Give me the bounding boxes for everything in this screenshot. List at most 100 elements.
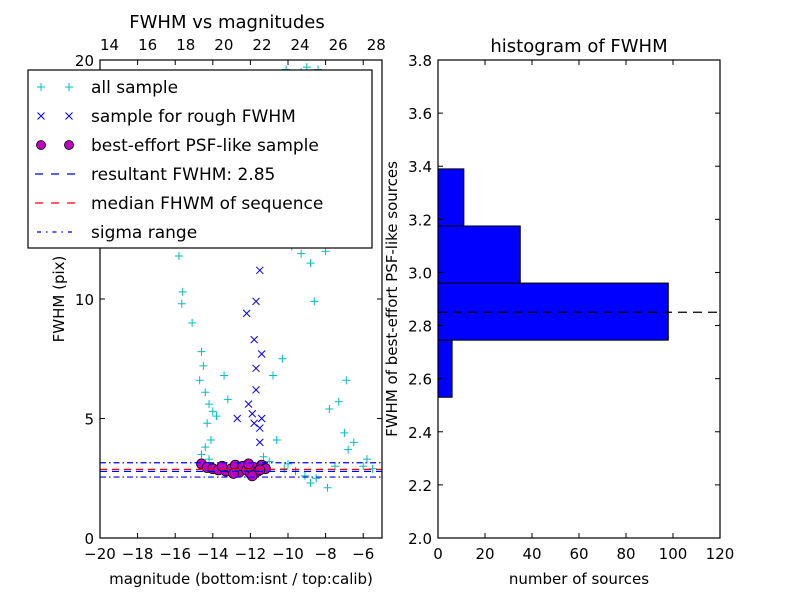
y-tick-label: 3.6 [408,105,432,123]
x-tick-label: −12 [235,545,267,563]
rough-sample-point [248,409,257,418]
rough-sample-point [250,335,259,344]
legend-box [27,69,373,249]
y-tick-label: 0 [84,530,94,548]
all-sample-point [174,251,183,260]
x-tick-label: 60 [569,545,588,563]
rough-sample-point [255,424,264,432]
legend: all sample sample for rough FWHM best-effo… [27,69,373,249]
x-tick-label: −8 [315,545,337,563]
y-tick-label: 10 [75,291,94,309]
all-sample-point [220,371,229,380]
all-sample-point [297,249,306,258]
all-sample-point [306,259,315,268]
psf-sample-point [246,470,258,482]
top-x-tick-label: 16 [138,36,157,54]
top-x-tick-label: 18 [176,36,195,54]
x-tick-label: 100 [659,545,688,563]
all-sample-point [212,412,221,421]
legend-item: resultant FWHM: 2.85 [35,165,275,185]
scatter-x-ticks: −20 −18 −16 −14 −12 −10 −8 −6 [84,60,374,563]
scatter-title: FWHM vs magnitudes [129,12,324,33]
y-tick-label: 2.8 [408,318,432,336]
y-tick-label: 2.2 [408,477,432,495]
legend-item: sample for rough FWHM [37,107,296,127]
legend-label: best-effort PSF-like sample [91,136,319,156]
rough-sample-point [257,350,266,358]
histogram-x-ticks: 0 20 40 60 80 100 120 [433,60,734,563]
legend-label: median FHWM of sequence [91,194,323,214]
rough-sample-point [255,266,264,275]
reference-lines [100,462,382,478]
top-x-tick-label: 24 [291,36,310,54]
x-tick-label: −14 [197,545,229,563]
x-tick-label: 80 [616,545,635,563]
all-sample-point [362,455,371,464]
scatter-y-ticks: 0 5 10 20 [75,52,382,548]
all-sample-point [278,354,287,363]
x-tick-label: −18 [122,545,154,563]
rough-sample-point [244,400,253,409]
histogram-y-ticks: 2.0 2.2 2.4 2.6 2.8 3.0 3.2 3.4 3.6 3.8 [408,52,720,548]
all-sample-point [206,436,215,445]
all-sample-point [205,455,214,464]
y-tick-label: 2.4 [408,424,432,442]
x-tick-label: 0 [433,545,443,563]
all-sample-point [201,443,210,452]
legend-marker-circle [36,140,74,150]
histogram-bar [437,168,465,227]
x-tick-label: −16 [159,545,191,563]
x-tick-label: −6 [352,545,374,563]
all-sample-point [300,471,309,480]
all-sample-point [265,457,274,466]
top-x-tick-label: 28 [367,36,386,54]
rough-sample-point [252,364,260,373]
x-tick-label: 40 [522,545,541,563]
all-sample-point [312,474,321,483]
histogram-y-label: FWHM of best-effort PSF-like sources [383,161,401,437]
y-tick-label: 3.8 [408,52,432,70]
histogram-x-label: number of sources [509,570,649,588]
all-sample-point [201,388,210,397]
all-sample-point [310,297,319,306]
rough-sample-point [257,414,266,423]
scatter-x-label: magnitude (bottom:isnt / top:calib) [109,570,373,588]
histogram-panel: histogram of FWHM 0 20 40 60 80 100 120 2.0 2.2… [383,36,734,588]
all-sample-point [208,407,217,416]
rough-sample-point [252,297,260,306]
legend-item: median FHWM of sequence [35,194,323,214]
all-sample-point [178,287,187,296]
all-sample-point [340,428,349,437]
all-sample-point [325,404,334,413]
rough-sample-point [255,438,264,447]
psf-sample-point [243,458,254,470]
legend-marker-x [37,112,73,120]
rough-sample-point [233,414,242,423]
x-tick-label: −10 [272,545,304,563]
all-sample-point [359,462,368,471]
legend-label: sigma range [91,223,197,243]
legend-item: all sample [37,78,178,98]
legend-label: resultant FWHM: 2.85 [91,165,275,185]
all-sample-point [368,464,377,473]
all-sample-point [197,347,206,356]
all-sample-point [197,450,206,459]
legend-item: best-effort PSF-like sample [36,136,319,156]
all-sample-point [284,459,292,468]
all-sample-point [195,376,204,385]
histogram-bar [437,339,453,398]
top-x-tick-label: 20 [214,36,233,54]
all-sample-point [344,445,353,454]
all-sample-point [259,452,268,461]
all-sample-point [323,483,332,492]
histogram-bar [437,225,521,284]
all-sample-point [272,436,281,445]
scatter-panel: FWHM vs magnitudes −20 −18 −16 −14 −12 −10 −8−… [27,12,386,588]
scatter-y-label: FWHM (pix) [50,256,68,343]
y-tick-label: 3.4 [408,158,432,176]
all-sample-point [223,395,232,404]
top-x-tick-label: 22 [252,36,271,54]
y-tick-label: 2.0 [408,530,432,548]
y-tick-label: 3.0 [408,264,432,282]
all-sample-point [342,376,351,385]
